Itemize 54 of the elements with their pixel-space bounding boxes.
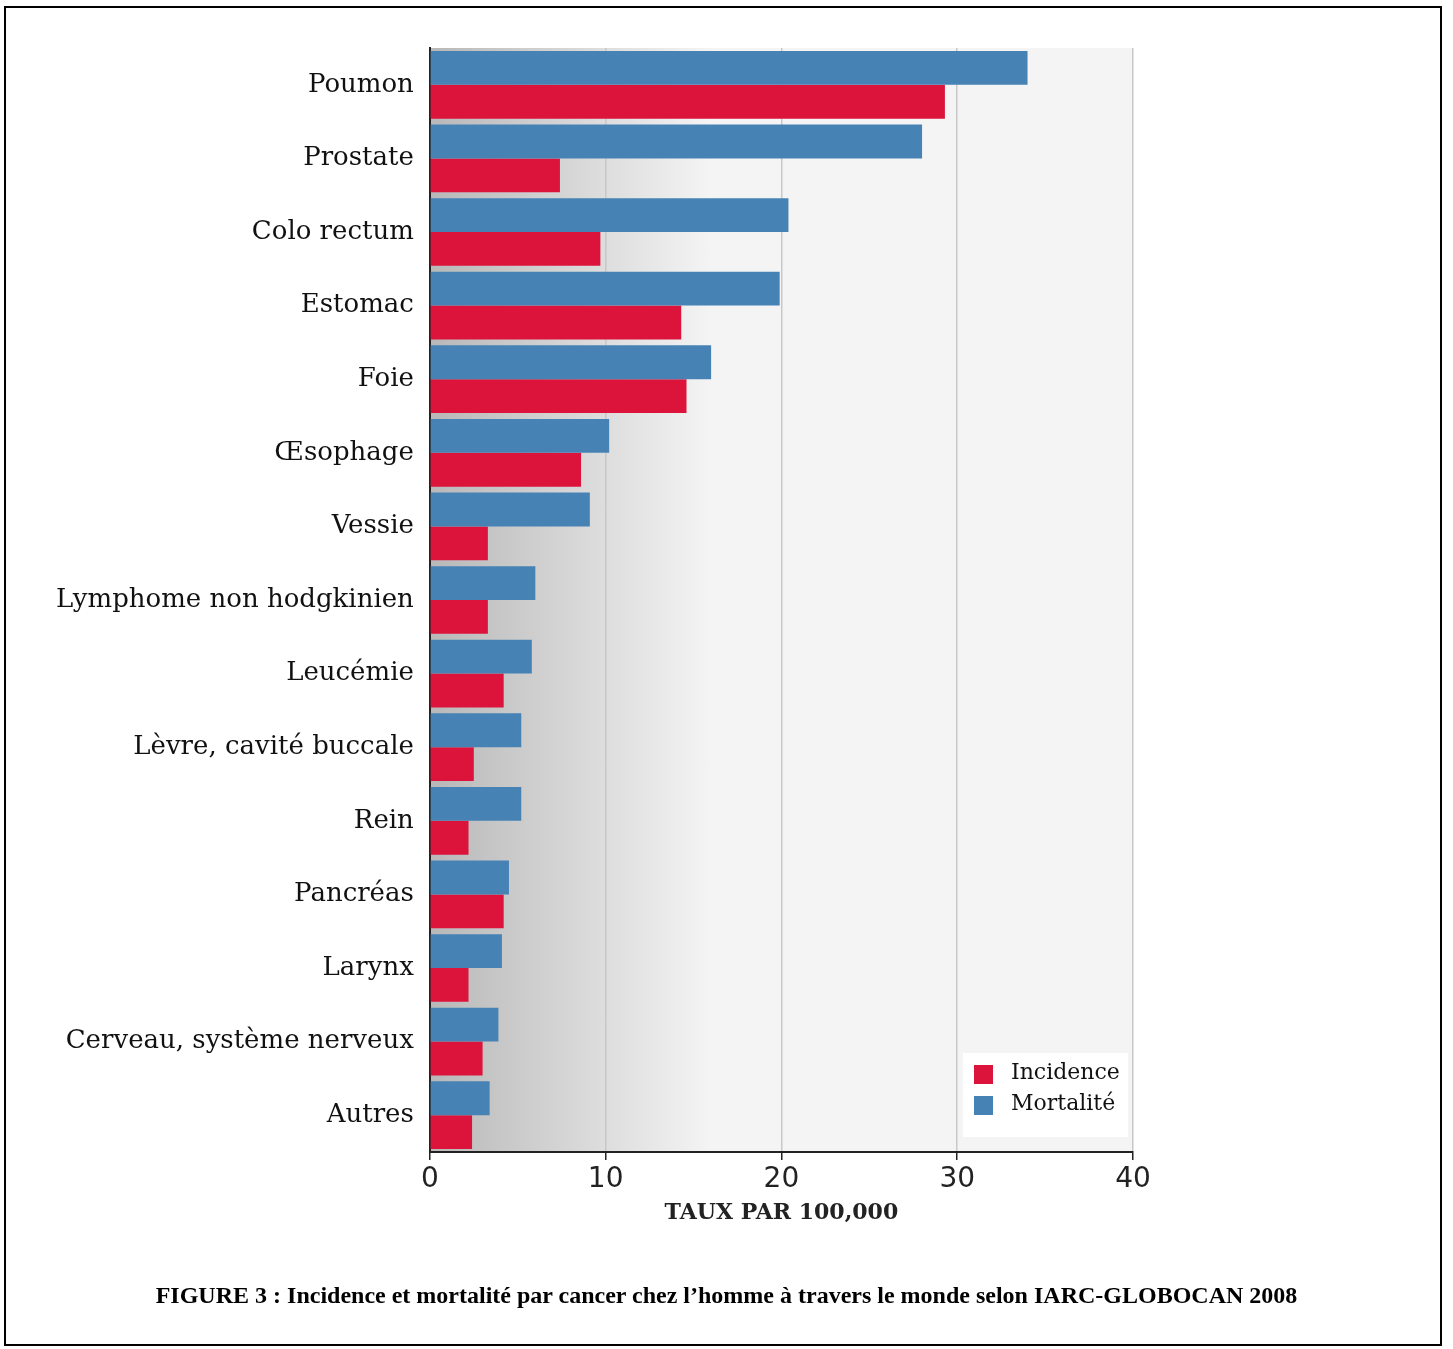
y-tick-label: Pancréas — [294, 877, 414, 908]
x-tick-label: 10 — [587, 1161, 624, 1195]
bar — [430, 50, 1028, 85]
bar — [430, 673, 504, 708]
x-tick-label: 0 — [420, 1161, 439, 1195]
y-tick-label: Foie — [357, 361, 414, 392]
bar — [430, 526, 488, 561]
bar — [430, 452, 582, 487]
bar — [430, 232, 601, 266]
bar — [430, 418, 610, 453]
legend-label: Incidence — [1011, 1058, 1120, 1084]
bar — [430, 492, 590, 527]
bar — [430, 968, 469, 1002]
y-tick-label: Estomac — [300, 288, 414, 319]
y-tick-label: Œsophage — [274, 435, 414, 466]
y-tick-label: Larynx — [322, 950, 415, 981]
x-tick-label: 40 — [1115, 1161, 1151, 1195]
y-tick-label: Lèvre, cavité buccale — [133, 729, 414, 760]
y-tick-label: Cerveau, système nerveux — [65, 1024, 415, 1055]
bar — [430, 1081, 490, 1116]
bar — [430, 1115, 473, 1150]
bar — [430, 713, 522, 748]
y-tick-label: Poumon — [307, 67, 415, 98]
y-tick-label: Rein — [353, 803, 415, 834]
bar — [430, 860, 509, 895]
bar — [430, 1041, 483, 1076]
bar — [430, 566, 536, 600]
caption: FIGURE 3 : Incidence et mortalité par cancer chez l’homme à travers le monde selon IARC-GLOBOCAN 2008 — [154, 1282, 1299, 1309]
bar — [430, 158, 560, 193]
y-tick-label: Prostate — [303, 141, 414, 172]
bar — [430, 747, 474, 782]
bar — [430, 84, 945, 119]
bar — [430, 639, 532, 674]
bar — [430, 786, 522, 821]
y-tick-label: Leucémie — [286, 656, 414, 687]
bar — [430, 600, 488, 634]
bar — [430, 1007, 499, 1042]
bar — [430, 820, 469, 855]
bar — [430, 894, 504, 929]
bar — [430, 271, 780, 306]
bar — [430, 934, 502, 968]
x-axis-title: TAUX PAR 100,000 — [664, 1197, 899, 1224]
bar — [430, 379, 687, 414]
y-tick-label: Colo rectum — [251, 214, 414, 245]
bar — [430, 124, 923, 159]
legend-label: Mortalité — [1011, 1089, 1116, 1115]
y-tick-label: Autres — [325, 1097, 414, 1128]
x-tick-label: 30 — [939, 1161, 976, 1195]
bar — [430, 345, 712, 380]
bar — [430, 198, 789, 232]
y-tick-label: Lymphome non hodgkinien — [56, 582, 415, 613]
x-tick-label: 20 — [763, 1161, 800, 1195]
bar — [430, 305, 682, 340]
y-tick-label: Vessie — [330, 509, 414, 540]
